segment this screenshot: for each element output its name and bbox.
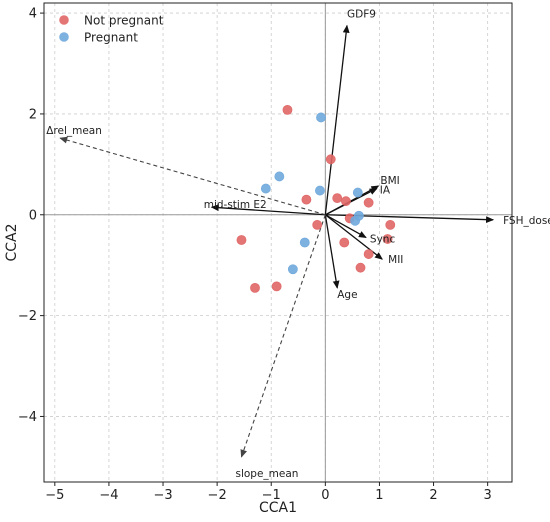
- vector-label: Δrel_mean: [46, 125, 102, 137]
- data-point: [385, 219, 396, 230]
- vector-label: Sync: [370, 233, 396, 245]
- data-point: [274, 171, 285, 182]
- data-point: [339, 237, 350, 248]
- data-point: [301, 194, 312, 205]
- grid: [44, 3, 512, 482]
- data-point: [352, 187, 363, 198]
- y-tick-label: 2: [29, 107, 37, 122]
- data-point: [363, 249, 374, 259]
- legend: Not pregnant Pregnant: [59, 14, 164, 45]
- data-points: [236, 104, 396, 293]
- data-point: [299, 237, 310, 248]
- x-tick-label: −3: [153, 488, 172, 503]
- vector-label: FSH_dose: [503, 215, 550, 227]
- data-point: [236, 235, 247, 245]
- vector-arrow: [59, 136, 326, 216]
- x-tick-label: −4: [99, 488, 118, 503]
- data-point: [382, 234, 393, 244]
- legend-label: Pregnant: [84, 31, 138, 45]
- data-point: [316, 112, 326, 123]
- data-point: [332, 193, 343, 204]
- vector-arrow: [324, 214, 340, 289]
- legend-marker: [59, 15, 69, 25]
- data-point: [325, 154, 336, 165]
- axis-ticks: −5 −4 −3 −2 −1 0 1 2 3 −4 −2 0 2 4: [18, 7, 492, 503]
- y-tick-label: 0: [29, 208, 37, 223]
- vector-arrow: [210, 204, 326, 216]
- plot-frame: [43, 2, 513, 483]
- vector-label: slope_mean: [235, 468, 298, 480]
- data-point: [250, 282, 260, 293]
- vector-label: BMI: [380, 175, 399, 187]
- origin-lines: [44, 3, 512, 482]
- vector-arrow: [325, 187, 378, 216]
- x-tick-label: −5: [45, 488, 64, 503]
- x-tick-label: 2: [429, 488, 437, 503]
- y-tick-label: 4: [29, 7, 37, 22]
- vector-label: mid-stim E2: [204, 199, 267, 211]
- vector-arrow: [240, 214, 326, 458]
- data-point: [315, 185, 325, 196]
- x-axis-title: CCA1: [259, 500, 297, 516]
- data-point: [312, 219, 323, 230]
- y-tick-label: −2: [18, 309, 37, 324]
- vector-label: GDF9: [347, 9, 376, 21]
- data-point: [271, 281, 282, 292]
- loading-vectors: [59, 24, 495, 458]
- vector-arrow: [325, 214, 367, 239]
- data-point: [353, 210, 364, 221]
- y-tick-label: −4: [18, 410, 37, 425]
- data-point: [282, 104, 293, 115]
- y-axis-title: CCA2: [4, 223, 20, 261]
- data-point: [287, 264, 298, 275]
- data-point: [363, 197, 374, 208]
- x-tick-label: 3: [484, 488, 492, 503]
- x-tick-label: 1: [375, 488, 383, 503]
- vector-label: IA: [380, 185, 391, 197]
- x-tick-label: 0: [321, 488, 329, 503]
- x-tick-label: −1: [262, 488, 281, 503]
- data-point: [341, 196, 351, 207]
- legend-marker: [59, 32, 69, 42]
- vector-arrow: [324, 24, 350, 215]
- data-point: [260, 183, 271, 194]
- vector-label: Age: [337, 289, 357, 301]
- vector-label: MII: [388, 254, 403, 266]
- legend-label: Not pregnant: [84, 14, 164, 28]
- data-point: [355, 262, 366, 273]
- x-tick-label: −2: [208, 488, 227, 503]
